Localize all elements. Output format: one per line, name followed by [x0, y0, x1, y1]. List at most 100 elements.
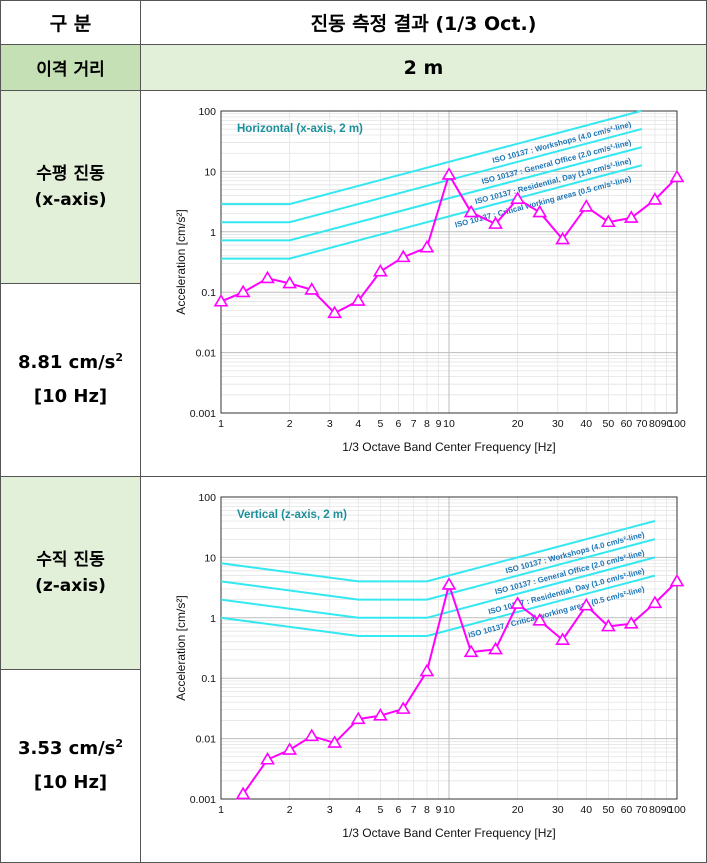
data-point-marker: [669, 573, 685, 587]
x-tick-label: 10: [443, 418, 455, 430]
x-tick-label: 80: [649, 804, 661, 816]
data-point-marker: [419, 663, 435, 677]
x-tick-label: 50: [603, 804, 615, 816]
data-point-marker: [488, 641, 503, 655]
x-tick-label: 2: [287, 804, 293, 816]
x-tick-label: 3: [327, 418, 333, 430]
data-point-marker: [555, 632, 571, 645]
y-tick-label: 0.1: [201, 673, 216, 685]
vertical-peak-value: 3.53 cm/s2 [10 Hz]: [0, 669, 141, 863]
x-tick-label: 80: [649, 418, 661, 430]
data-point-marker: [395, 701, 411, 714]
horizontal-label-axis: (x-axis): [34, 190, 107, 210]
data-point-marker: [463, 204, 479, 218]
x-tick-label: 40: [580, 418, 592, 430]
vertical-chart: ISO 10137 : Workshops (4.0 cm/s²-line)IS…: [174, 492, 686, 840]
criteria-lines: ISO 10137 : Workshops (4.0 cm/s²-line)IS…: [220, 520, 656, 640]
y-tick-label: 10: [204, 552, 216, 564]
criteria-line: [220, 520, 656, 583]
x-tick-label: 8: [424, 804, 430, 816]
y-tick-labels: 0.001 0.01 0.1 1 10 100: [190, 106, 216, 420]
y-tick-label: 100: [198, 106, 216, 118]
data-point-marker: [372, 708, 388, 721]
x-tick-label: 30: [552, 804, 564, 816]
data-point-marker: [260, 751, 275, 765]
criteria-line: [221, 164, 642, 260]
data-point-marker: [623, 210, 639, 223]
horizontal-chart: ISO 10137 : Workshops (4.0 cm/s²-line)IS…: [174, 106, 686, 454]
criteria-line: [220, 538, 656, 601]
vertical-peak-accel: 3.53 cm/s2: [17, 737, 124, 759]
vertical-label-axis: (z-axis): [35, 576, 106, 596]
horizontal-peak-freq: [10 Hz]: [33, 386, 108, 407]
data-point-marker: [350, 293, 366, 306]
horizontal-peak-value: 8.81 cm/s2 [10 Hz]: [0, 283, 141, 477]
data-point-marker: [532, 204, 548, 218]
vertical-peak-freq: [10 Hz]: [33, 772, 108, 793]
distance-label: 이격 거리: [0, 44, 141, 91]
x-tick-label: 60: [621, 804, 633, 816]
y-axis-label: Acceleration [cm/s²]: [174, 595, 188, 700]
x-tick-label: 100: [668, 418, 686, 430]
y-tick-label: 100: [198, 492, 216, 504]
x-axis-label: 1/3 Octave Band Center Frequency [Hz]: [342, 826, 555, 840]
criteria-line: [221, 109, 642, 206]
y-tick-label: 0.1: [201, 287, 216, 299]
y-tick-label: 0.001: [190, 794, 216, 806]
data-point-marker: [647, 192, 663, 205]
x-tick-label: 3: [327, 804, 333, 816]
x-tick-label: 5: [377, 804, 383, 816]
data-point-marker: [578, 199, 594, 212]
chart-title: Horizontal (x-axis, 2 m): [237, 123, 363, 135]
data-point-marker: [235, 284, 251, 298]
x-tick-label: 10: [443, 804, 455, 816]
y-tick-label: 1: [210, 227, 216, 239]
data-point-marker: [510, 596, 526, 609]
criteria-line: [220, 556, 656, 619]
data-point-marker: [213, 293, 229, 307]
y-tick-label: 0.001: [190, 408, 216, 420]
data-point-marker: [510, 191, 526, 204]
data-point-marker: [327, 305, 343, 319]
x-tick-label: 20: [512, 418, 524, 430]
data-point-marker: [260, 270, 275, 284]
data-point-marker: [600, 618, 616, 632]
data-point-marker: [600, 214, 616, 228]
measured-series: [235, 573, 685, 800]
x-axis-label: 1/3 Octave Band Center Frequency [Hz]: [342, 440, 555, 454]
x-tick-label: 100: [668, 804, 686, 816]
x-tick-label: 90: [661, 418, 673, 430]
distance-value: 2 m: [140, 44, 707, 91]
data-point-marker: [395, 249, 411, 263]
data-point-marker: [419, 239, 435, 253]
y-tick-labels: 0.001 0.01 0.1 1 10 100: [190, 492, 216, 806]
x-tick-label: 4: [355, 418, 361, 430]
chart-title: Vertical (z-axis, 2 m): [237, 509, 347, 521]
y-tick-label: 0.01: [196, 734, 217, 746]
criteria-line: [220, 574, 656, 637]
x-tick-label: 1: [218, 418, 224, 430]
vertical-chart-cell: ISO 10137 : Workshops (4.0 cm/s²-line) IS…: [140, 476, 707, 863]
data-point-marker: [282, 275, 298, 289]
horizontal-label: 수평 진동 (x-axis): [0, 90, 141, 284]
data-point-marker: [282, 742, 298, 755]
x-tick-label: 2: [287, 418, 293, 430]
header-category: 구 분: [0, 0, 141, 45]
horizontal-chart-cell: ISO 10137 : Workshops (4.0 cm/s²-line) IS…: [140, 90, 707, 477]
data-point-marker: [532, 612, 548, 626]
x-tick-label: 5: [377, 418, 383, 430]
x-tick-label: 40: [580, 804, 592, 816]
data-point-marker: [327, 735, 343, 748]
plot-frame: [220, 496, 678, 800]
x-tick-label: 4: [355, 804, 361, 816]
y-tick-label: 1: [210, 613, 216, 625]
horizontal-peak-accel: 8.81 cm/s2: [17, 351, 124, 373]
plot-frame: [220, 110, 678, 414]
vertical-label: 수직 진동 (z-axis): [0, 476, 141, 670]
x-tick-label: 70: [636, 418, 648, 430]
criteria-line: [221, 128, 642, 224]
x-tick-label: 30: [552, 418, 564, 430]
x-tick-label: 1: [218, 804, 224, 816]
